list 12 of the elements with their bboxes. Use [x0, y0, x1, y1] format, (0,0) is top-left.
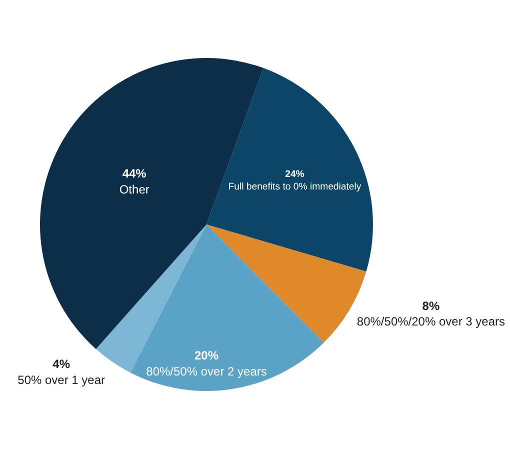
slice-label: 80%/50% over 2 years [146, 364, 267, 378]
data-label: 24% [285, 168, 305, 180]
pie-slice [130, 224, 324, 391]
data-label: 4% [52, 357, 70, 372]
slice-label: 50% over 1 year [18, 372, 106, 387]
slice-label: Full benefits to 0% immediately [228, 181, 362, 192]
data-label: 8% [422, 298, 440, 313]
slice-label: 80%/50%/20% over 3 years [356, 314, 506, 328]
data-label: 20% [194, 348, 219, 363]
slice-label: Other [119, 182, 150, 196]
data-label: 44% [122, 166, 147, 181]
pie-slice [206, 68, 373, 272]
